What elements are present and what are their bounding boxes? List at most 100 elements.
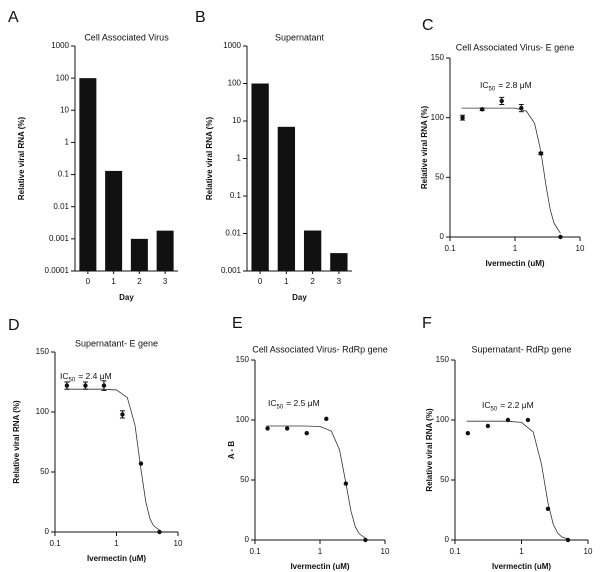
point <box>64 383 70 388</box>
y-tick-label: 0.1 <box>230 191 242 200</box>
x-tick-label: 0.1 <box>49 539 61 548</box>
point <box>558 234 563 240</box>
ic50-annotation: IC50 = 2.4 μM <box>60 371 112 383</box>
point <box>499 98 504 104</box>
y-axis-label: Relative viral RNA (%) <box>12 400 21 484</box>
ic50-rest: = 2.2 μM <box>500 400 533 410</box>
bar <box>303 230 322 271</box>
x-tick-label: 0.1 <box>449 547 461 556</box>
x-tick-label: 1 <box>284 277 289 286</box>
ic50-text: IC <box>60 371 69 381</box>
bar <box>79 78 97 272</box>
x-tick-label: 1 <box>513 244 518 253</box>
point <box>120 412 125 417</box>
ic50-rest: = 2.8 μM <box>498 80 531 90</box>
panel-letter: A <box>8 9 19 26</box>
ic50-text: IC <box>268 398 277 408</box>
x-tick-label: 2 <box>137 277 142 286</box>
y-tick-label: 10 <box>60 105 69 114</box>
y-tick-label: 0.0001 <box>45 266 70 275</box>
y-tick-label: 50 <box>240 475 249 484</box>
y-tick-label: 100 <box>431 113 445 122</box>
bar <box>251 83 269 271</box>
y-tick-label: 0 <box>245 535 250 544</box>
ic50-text: IC <box>480 80 489 90</box>
x-tick-label: 0.1 <box>444 244 456 253</box>
point <box>479 107 485 112</box>
y-tick-label: 1 <box>65 138 70 147</box>
bar <box>330 253 348 271</box>
bar <box>105 170 123 271</box>
y-tick-label: 50 <box>40 467 49 476</box>
bar <box>130 238 148 271</box>
panel-letter: D <box>8 317 20 334</box>
chart-title: Supernatant- E gene <box>75 338 158 348</box>
y-axis-label: Relative viral RNA (%) <box>17 117 26 201</box>
fit-curve <box>461 107 561 234</box>
point <box>485 423 491 429</box>
bar <box>277 126 296 271</box>
x-axis-label: Ivermectin (uM) <box>485 259 544 268</box>
panel-letter: C <box>422 17 434 34</box>
y-tick-label: 100 <box>56 73 70 82</box>
y-tick-label: 0.01 <box>225 229 241 238</box>
x-tick-label: 1 <box>114 539 119 548</box>
y-axis-label: Relative viral RNA (%) <box>420 106 429 190</box>
y-tick-label: 1000 <box>51 41 69 50</box>
ic50-annotation: IC50 = 2.8 μM <box>480 80 532 92</box>
ic50-rest: = 2.5 μM <box>286 398 319 408</box>
x-axis-label: Ivermectin (uM) <box>87 554 146 563</box>
x-tick-label: 2 <box>310 277 315 286</box>
point <box>83 383 88 388</box>
panel-letter: E <box>232 315 243 332</box>
x-tick-label: 10 <box>381 547 390 556</box>
x-tick-label: 0.1 <box>249 547 261 556</box>
x-tick-label: 3 <box>337 277 342 286</box>
bar <box>156 230 174 271</box>
point <box>343 481 349 486</box>
point <box>525 417 531 423</box>
y-tick-label: 0 <box>445 535 450 544</box>
point <box>101 383 107 388</box>
x-tick-label: 10 <box>174 539 183 548</box>
y-tick-label: 150 <box>36 347 50 356</box>
x-tick-label: 1 <box>318 547 323 556</box>
point <box>304 431 309 436</box>
ic50-subscript: 50 <box>277 404 284 410</box>
y-tick-label: 100 <box>228 79 242 88</box>
x-tick-label: 1 <box>111 277 116 286</box>
point <box>545 506 551 511</box>
point <box>363 537 368 543</box>
y-tick-label: 0.001 <box>221 266 242 275</box>
x-axis-label: Ivermectin (uM) <box>492 562 551 571</box>
point <box>265 426 270 431</box>
point <box>324 416 329 421</box>
fit-curve <box>65 388 160 531</box>
panel-letter: B <box>195 9 206 26</box>
x-tick-label: 1 <box>519 547 524 556</box>
y-tick-label: 0.001 <box>49 234 70 243</box>
y-tick-label: 100 <box>436 415 450 424</box>
point <box>138 461 144 466</box>
chart-title: Cell Associated Virus- E gene <box>456 42 574 52</box>
point <box>284 426 290 431</box>
y-axis-label: Relative viral RNA (%) <box>425 408 434 492</box>
x-axis-label: Day <box>292 293 307 302</box>
ic50-subscript: 50 <box>489 86 496 92</box>
point <box>519 105 524 111</box>
fit-curve <box>466 420 569 540</box>
point <box>465 431 471 436</box>
x-tick-label: 3 <box>163 277 168 286</box>
point <box>157 529 162 535</box>
fit-curve <box>266 425 366 539</box>
x-axis-label: Ivermectin (uM) <box>290 562 349 571</box>
x-tick-label: 0 <box>86 277 91 286</box>
chart-title: Supernatant <box>275 32 325 42</box>
y-tick-label: 150 <box>236 355 250 364</box>
chart-title: Cell Associated Virus <box>84 32 169 42</box>
point <box>538 151 544 156</box>
y-tick-label: 150 <box>431 53 445 62</box>
y-tick-label: 50 <box>435 172 444 181</box>
x-tick-label: 10 <box>584 547 593 556</box>
